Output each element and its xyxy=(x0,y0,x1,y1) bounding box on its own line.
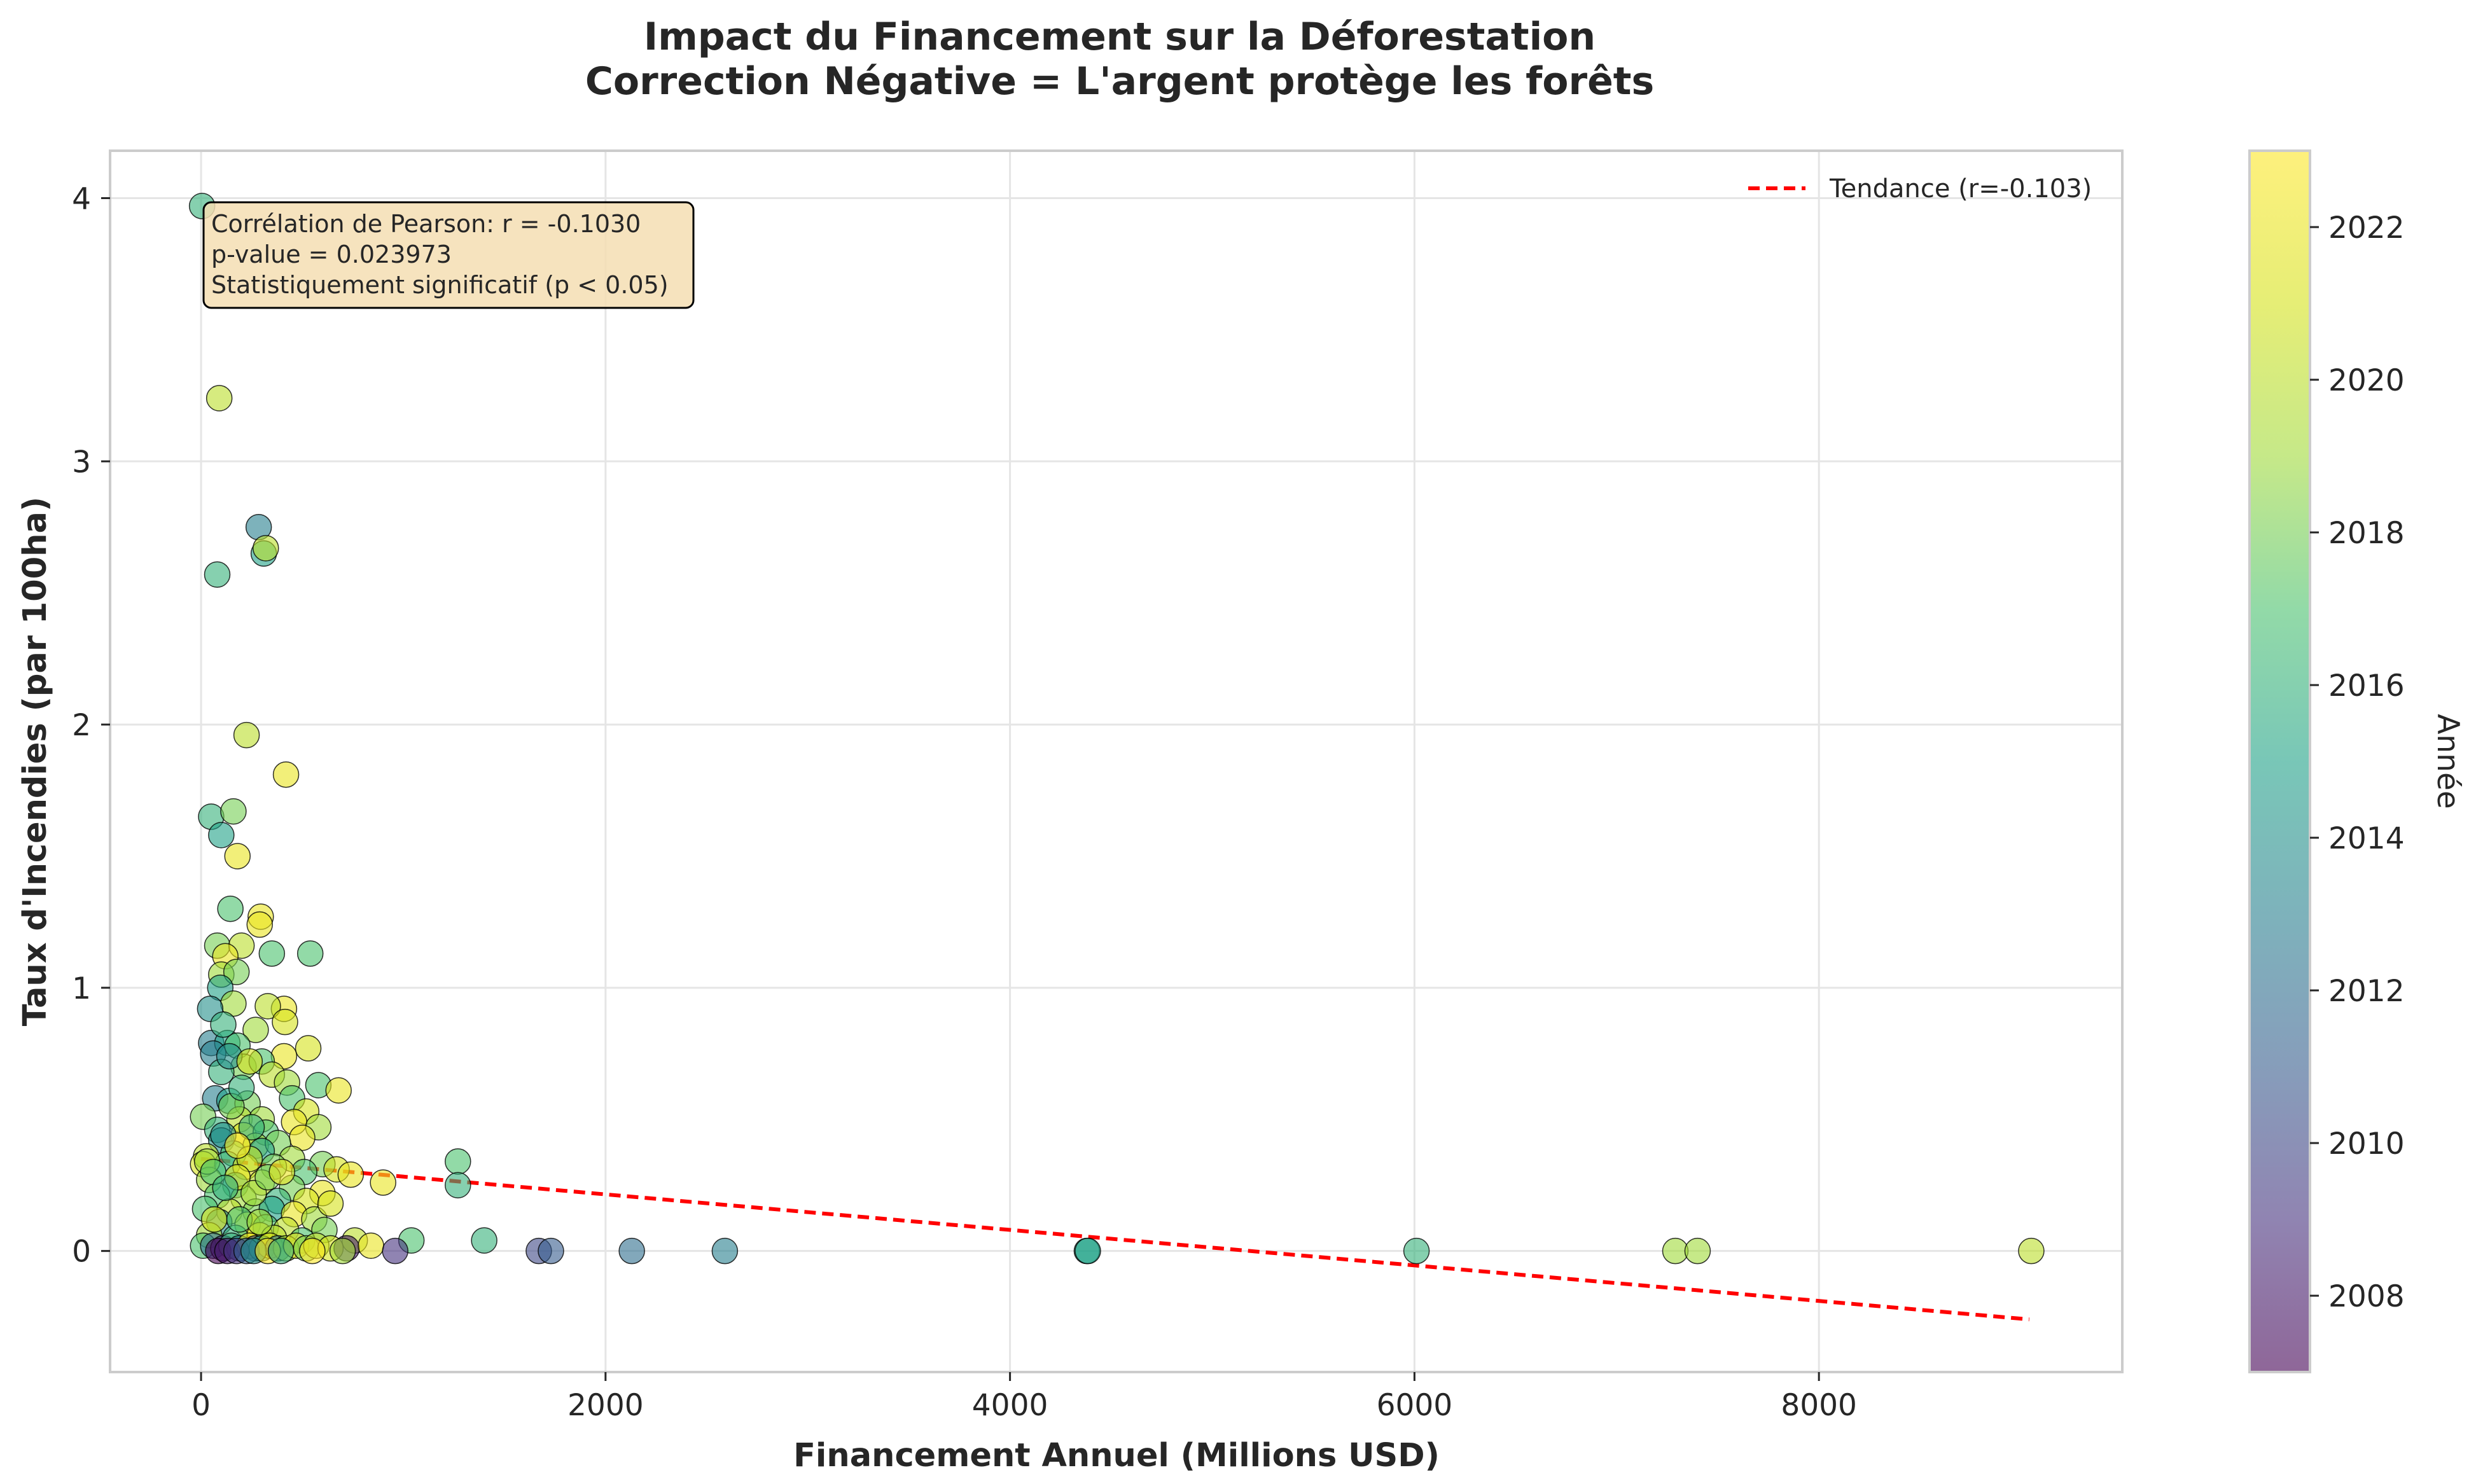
colorbar-ticks: 2008 2010 2012 2014 2016 2018 2020 2022 xyxy=(2310,211,2405,1314)
colorbar-frame xyxy=(2248,149,2311,1373)
data-point xyxy=(223,959,250,985)
y-axis-label: Taux d'Incendies (par 100ha) xyxy=(17,497,54,1026)
legend-trend-label: Tendance (r=-0.103) xyxy=(1829,174,2092,204)
data-point xyxy=(1662,1237,1689,1265)
annotation-background xyxy=(202,201,695,309)
x-tick-label: 2000 xyxy=(567,1388,644,1423)
data-point xyxy=(711,1237,739,1265)
data-point xyxy=(370,1169,396,1196)
data-point xyxy=(267,1237,295,1265)
data-point xyxy=(272,1008,298,1036)
data-point xyxy=(1684,1237,1711,1265)
x-axis-label: Financement Annuel (Millions USD) xyxy=(793,1437,1440,1474)
y-ticks: 0 1 2 3 4 xyxy=(72,181,110,1270)
scatter-points xyxy=(188,193,2045,1265)
colorbar-label: Année xyxy=(2430,714,2465,809)
x-tick-label: 8000 xyxy=(1781,1388,1857,1423)
data-point xyxy=(337,1161,365,1188)
colorbar-tick-label: 2018 xyxy=(2328,516,2405,551)
data-point xyxy=(471,1227,497,1254)
y-tick-label: 2 xyxy=(72,708,91,743)
data-point xyxy=(238,1114,265,1141)
data-point xyxy=(295,1035,322,1062)
data-point xyxy=(204,561,231,588)
grid xyxy=(110,151,2122,1372)
data-point xyxy=(233,721,260,749)
data-point xyxy=(618,1237,645,1265)
colorbar: 2008 2010 2012 2014 2016 2018 2020 2022 Année xyxy=(2248,149,2465,1373)
colorbar-tick-label: 2008 xyxy=(2328,1279,2405,1314)
y-tick-label: 1 xyxy=(72,971,91,1006)
y-tick-label: 0 xyxy=(72,1235,91,1270)
data-point xyxy=(212,1174,239,1202)
x-tick-label: 4000 xyxy=(972,1388,1048,1423)
data-point xyxy=(325,1077,352,1104)
chart-subtitle: Correction Négative = L'argent protège l… xyxy=(585,59,1654,104)
data-point xyxy=(1403,1237,1430,1265)
y-tick-label: 4 xyxy=(72,181,91,216)
x-tick-label: 0 xyxy=(191,1388,211,1423)
annotation-line-1: Corrélation de Pearson: r = -0.1030 xyxy=(211,210,641,238)
chart-title: Impact du Financement sur la Déforestati… xyxy=(644,15,1596,59)
data-point xyxy=(296,940,324,967)
colorbar-tick-label: 2014 xyxy=(2328,821,2405,856)
data-point xyxy=(272,761,300,788)
data-point xyxy=(254,993,281,1020)
data-point xyxy=(210,1011,237,1038)
trend-layer xyxy=(200,1156,2030,1322)
colorbar-tick-label: 2022 xyxy=(2328,211,2405,246)
data-point xyxy=(299,1237,326,1265)
colorbar-gradient xyxy=(2250,151,2310,1372)
data-point xyxy=(2018,1237,2045,1265)
colorbar-tick-label: 2010 xyxy=(2328,1127,2405,1162)
data-point xyxy=(253,535,279,562)
plot-frame xyxy=(109,149,2124,1373)
data-point xyxy=(258,940,286,967)
data-point xyxy=(224,843,251,870)
trend-line xyxy=(200,1156,2030,1322)
data-point xyxy=(205,385,233,412)
data-point xyxy=(268,1158,295,1186)
x-ticks: 0 2000 4000 6000 8000 xyxy=(191,1372,1857,1423)
data-point xyxy=(382,1237,408,1265)
legend: Tendance (r=-0.103) xyxy=(1748,174,2092,204)
data-point xyxy=(329,1237,356,1265)
data-point xyxy=(246,911,273,938)
data-point xyxy=(217,895,244,922)
y-tick-label: 3 xyxy=(72,445,91,480)
annotation-box: Corrélation de Pearson: r = -0.1030 p-va… xyxy=(202,201,695,309)
data-point xyxy=(242,1016,269,1043)
colorbar-tick-label: 2016 xyxy=(2328,669,2405,704)
data-point xyxy=(358,1232,384,1259)
colorbar-tick-label: 2020 xyxy=(2328,363,2405,398)
data-point xyxy=(538,1237,564,1265)
data-point xyxy=(317,1190,344,1217)
annotation-line-2: p-value = 0.023973 xyxy=(211,240,452,268)
data-point xyxy=(200,1206,228,1233)
data-point xyxy=(208,822,235,849)
data-point xyxy=(445,1172,471,1198)
data-point xyxy=(228,1074,255,1101)
data-point xyxy=(236,1048,263,1075)
data-point xyxy=(445,1148,471,1175)
data-point xyxy=(224,1132,251,1159)
data-point xyxy=(246,1209,273,1235)
x-tick-label: 6000 xyxy=(1377,1388,1453,1423)
colorbar-tick-label: 2012 xyxy=(2328,974,2405,1009)
annotation-line-3: Statistiquement significatif (p < 0.05) xyxy=(211,271,669,299)
data-point xyxy=(1075,1237,1101,1265)
data-point xyxy=(220,798,247,825)
